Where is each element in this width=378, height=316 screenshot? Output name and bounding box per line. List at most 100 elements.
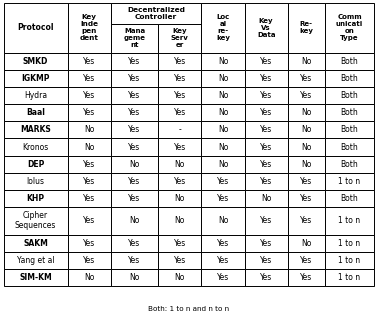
Bar xyxy=(245,234,288,252)
Bar xyxy=(158,207,201,234)
Text: Yes: Yes xyxy=(83,239,95,248)
Bar xyxy=(4,87,68,104)
Text: Yes: Yes xyxy=(83,91,95,100)
Text: Kronos: Kronos xyxy=(23,143,49,151)
Bar xyxy=(68,190,111,207)
Bar xyxy=(68,173,111,190)
Bar xyxy=(288,155,325,173)
Bar xyxy=(158,87,201,104)
Bar xyxy=(325,190,374,207)
Text: Yes: Yes xyxy=(174,143,186,151)
Text: Yes: Yes xyxy=(129,256,141,265)
Bar xyxy=(4,121,68,138)
Text: No: No xyxy=(218,160,228,169)
Bar xyxy=(201,87,245,104)
Bar xyxy=(325,121,374,138)
Text: Yes: Yes xyxy=(83,256,95,265)
Text: Yes: Yes xyxy=(260,108,272,117)
Text: Comm
unicati
on
Type: Comm unicati on Type xyxy=(336,15,363,41)
Text: Yes: Yes xyxy=(260,273,272,282)
Text: Mana
geme
nt: Mana geme nt xyxy=(124,28,146,48)
Bar xyxy=(325,87,374,104)
Bar xyxy=(158,155,201,173)
Bar xyxy=(245,138,288,155)
Text: Yang et al: Yang et al xyxy=(17,256,54,265)
Bar xyxy=(288,207,325,234)
Bar xyxy=(68,269,111,286)
Text: Yes: Yes xyxy=(129,57,141,66)
Bar xyxy=(111,87,158,104)
Bar xyxy=(68,70,111,87)
Bar xyxy=(201,155,245,173)
Bar xyxy=(245,190,288,207)
Text: No: No xyxy=(301,160,311,169)
Text: No: No xyxy=(261,194,271,203)
Text: No: No xyxy=(129,216,139,225)
Bar xyxy=(201,173,245,190)
Bar xyxy=(68,104,111,121)
Bar xyxy=(245,252,288,269)
Text: Yes: Yes xyxy=(129,125,141,134)
Bar xyxy=(245,121,288,138)
Text: -: - xyxy=(178,125,181,134)
Bar xyxy=(158,190,201,207)
Text: No: No xyxy=(129,160,139,169)
Text: Yes: Yes xyxy=(217,256,229,265)
Bar xyxy=(68,3,111,53)
Bar xyxy=(4,234,68,252)
Text: Yes: Yes xyxy=(300,74,313,83)
Text: Yes: Yes xyxy=(129,194,141,203)
Bar xyxy=(158,234,201,252)
Bar xyxy=(288,104,325,121)
Text: Yes: Yes xyxy=(174,74,186,83)
Text: No: No xyxy=(175,160,185,169)
Bar xyxy=(158,252,201,269)
Text: Yes: Yes xyxy=(174,239,186,248)
Text: Key
Serv
er: Key Serv er xyxy=(171,28,189,48)
Text: Yes: Yes xyxy=(129,108,141,117)
Bar xyxy=(325,3,374,53)
Bar xyxy=(288,70,325,87)
Bar xyxy=(158,121,201,138)
Text: 1 to n: 1 to n xyxy=(338,216,361,225)
Text: Decentralized
Controller: Decentralized Controller xyxy=(127,7,185,20)
Bar xyxy=(325,252,374,269)
Bar xyxy=(4,190,68,207)
Bar xyxy=(201,121,245,138)
Bar xyxy=(111,121,158,138)
Text: No: No xyxy=(129,273,139,282)
Text: SMKD: SMKD xyxy=(23,57,48,66)
Bar xyxy=(111,138,158,155)
Text: Both: Both xyxy=(341,57,358,66)
Bar xyxy=(288,3,325,53)
Bar xyxy=(245,3,288,53)
Text: Yes: Yes xyxy=(260,239,272,248)
Text: IGKMP: IGKMP xyxy=(22,74,50,83)
Text: Yes: Yes xyxy=(174,256,186,265)
Bar xyxy=(4,3,68,53)
Bar xyxy=(201,3,245,53)
Text: Both: Both xyxy=(341,91,358,100)
Text: No: No xyxy=(301,108,311,117)
Bar xyxy=(111,234,158,252)
Text: Yes: Yes xyxy=(260,256,272,265)
Text: Yes: Yes xyxy=(260,125,272,134)
Bar xyxy=(201,207,245,234)
Bar xyxy=(325,173,374,190)
Text: No: No xyxy=(218,216,228,225)
Bar xyxy=(68,121,111,138)
Bar xyxy=(201,138,245,155)
Bar xyxy=(111,70,158,87)
Text: Yes: Yes xyxy=(83,57,95,66)
Text: No: No xyxy=(175,273,185,282)
Text: Yes: Yes xyxy=(129,74,141,83)
Bar xyxy=(288,121,325,138)
Bar xyxy=(325,53,374,70)
Text: 1 to n: 1 to n xyxy=(338,239,361,248)
Text: Yes: Yes xyxy=(174,108,186,117)
Bar xyxy=(201,70,245,87)
Text: Yes: Yes xyxy=(83,74,95,83)
Text: No: No xyxy=(218,91,228,100)
Text: No: No xyxy=(301,57,311,66)
Bar xyxy=(201,252,245,269)
